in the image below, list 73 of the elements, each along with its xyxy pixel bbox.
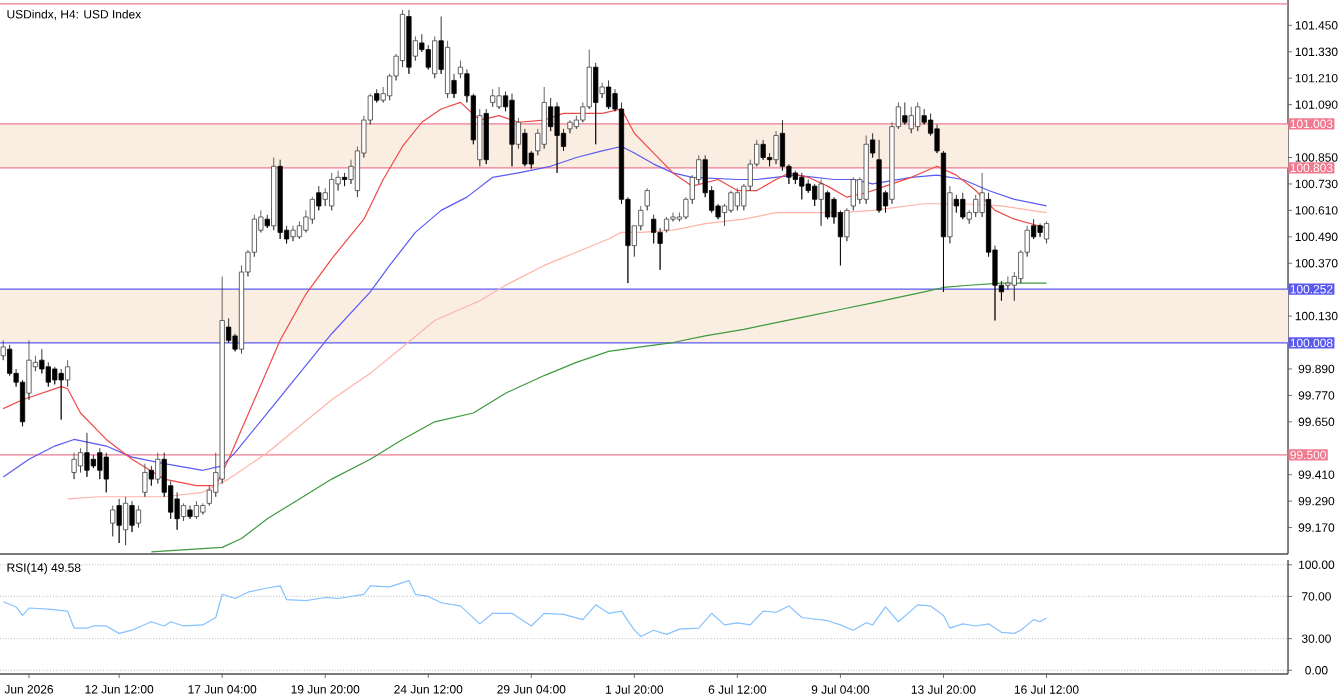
candlestick [103, 452, 109, 493]
candlestick [824, 190, 831, 220]
candlestick [135, 505, 142, 528]
candlestick [264, 214, 270, 229]
candlestick [773, 130, 779, 165]
candlestick [522, 128, 528, 167]
candlestick [26, 339, 32, 401]
candlestick [663, 216, 670, 233]
candlestick [496, 86, 502, 110]
candlestick [58, 368, 64, 421]
candlestick [947, 185, 953, 244]
line-series [2, 579, 1048, 638]
candlestick [432, 35, 438, 79]
candlestick [329, 172, 335, 211]
candlestick [850, 176, 856, 211]
candlestick [341, 172, 348, 187]
candlestick [490, 88, 496, 108]
candlestick [412, 35, 418, 61]
candlestick [71, 452, 77, 480]
candlestick [155, 452, 161, 484]
candlestick [477, 108, 483, 167]
candlestick [0, 339, 6, 361]
candlestick [515, 117, 522, 150]
candlestick [142, 463, 148, 498]
candlestick [457, 60, 464, 79]
candlestick [554, 102, 560, 174]
candlestick [187, 505, 193, 520]
candlestick [593, 62, 599, 145]
candlestick [316, 185, 322, 211]
candlestick [844, 207, 850, 242]
candlestick [818, 179, 824, 227]
candlestick [979, 172, 985, 218]
candlestick [541, 86, 547, 150]
candlestick [84, 432, 90, 478]
candlestick [290, 225, 296, 242]
candlestick [1037, 223, 1043, 238]
line-series [150, 282, 1048, 553]
candlestick [180, 502, 187, 522]
candlestick [193, 500, 200, 520]
candlestick [567, 119, 573, 134]
candlestick [953, 194, 959, 213]
candlestick [65, 359, 71, 387]
candlestick [915, 102, 921, 132]
candlestick [606, 80, 612, 110]
candlestick [734, 187, 740, 211]
candlestick [148, 465, 154, 487]
candlestick [1043, 220, 1050, 244]
candlestick [438, 16, 444, 75]
candlestick [599, 82, 605, 99]
candlestick [509, 93, 515, 167]
candlestick [374, 88, 380, 103]
candlestick [863, 135, 869, 205]
candlestick [445, 40, 451, 99]
candlestick [309, 196, 315, 224]
candlestick [760, 139, 766, 161]
candlestick [116, 498, 122, 544]
candlestick [226, 317, 232, 343]
candlestick [110, 505, 116, 537]
candlestick [1031, 218, 1037, 240]
candlestick [77, 447, 84, 473]
candlestick [902, 102, 908, 125]
candlestick [277, 159, 283, 240]
candlestick [483, 108, 489, 165]
candlestick [799, 172, 805, 200]
candlestick [812, 183, 818, 207]
candlestick [451, 73, 457, 99]
candlestick [908, 106, 914, 134]
candlestick [129, 500, 135, 533]
candlestick [406, 9, 412, 75]
candlestick [876, 139, 882, 213]
candlestick [122, 496, 129, 546]
candlestick [271, 157, 277, 231]
candlestick [960, 192, 966, 220]
